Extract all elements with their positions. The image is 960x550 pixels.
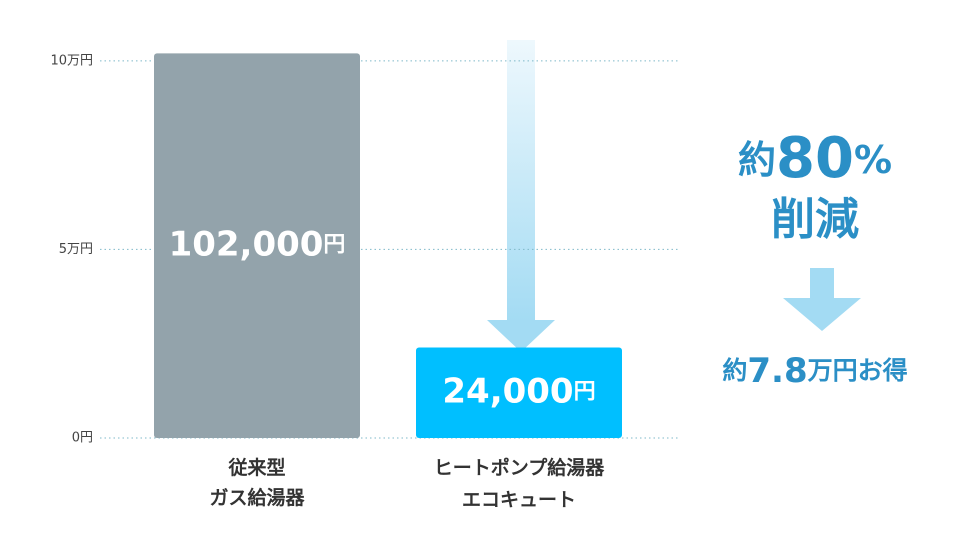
annotation: 約80% (738, 126, 892, 191)
bar (416, 347, 622, 438)
x-tick-label: ヒートポンプ給湯器エコキュート (434, 456, 605, 511)
y-tick-label: 10万円 (50, 53, 93, 68)
bar (154, 53, 360, 439)
value-label: 102,000円 (169, 224, 346, 264)
value-label: 24,000円 (442, 371, 595, 411)
y-tick-label: 5万円 (59, 242, 93, 257)
annotation: 削減 (771, 194, 859, 245)
y-tick-label: 0円 (72, 431, 93, 446)
reduction-arrow (487, 40, 555, 352)
annotation: 約7.8万円お得 (722, 351, 907, 391)
side-arrow (783, 268, 861, 331)
x-tick-label: 従来型ガス給湯器 (209, 456, 305, 509)
